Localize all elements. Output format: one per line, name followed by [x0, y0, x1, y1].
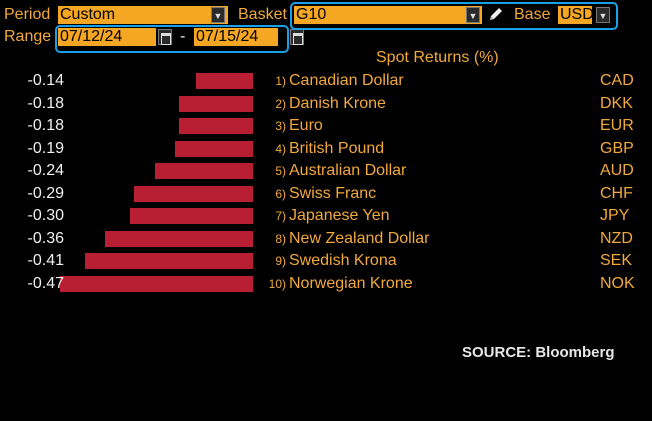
range-start-field[interactable]: 07/12/24	[58, 28, 156, 46]
rank-label: 2)	[275, 96, 286, 111]
base-value: USD	[560, 6, 594, 23]
rank-label: 3)	[275, 119, 286, 133]
rank-label: 1)	[275, 74, 286, 88]
return-value: -0.19	[27, 139, 64, 157]
return-bar-nzd	[105, 230, 253, 247]
return-bar-chf	[134, 185, 253, 202]
return-bar-aud	[154, 163, 253, 179]
range-end-value: 07/15/24	[196, 28, 259, 45]
period-dropdown[interactable]: Custom	[58, 6, 228, 24]
base-dropdown-chevron-icon[interactable]: ▼	[596, 7, 610, 23]
range-start-value: 07/12/24	[60, 28, 123, 45]
currency-code: CAD	[600, 72, 634, 89]
return-value: -0.29	[27, 184, 64, 202]
currency-name[interactable]: Canadian Dollar	[289, 72, 404, 89]
range-start-calendar-icon[interactable]	[158, 29, 172, 45]
currency-name[interactable]: Swiss Franc	[289, 184, 377, 202]
return-bar-jpy	[130, 208, 253, 224]
return-value: -0.14	[27, 72, 64, 89]
return-bar-gbp	[175, 140, 253, 157]
return-value: -0.47	[27, 274, 64, 292]
rank-label: 4)	[275, 141, 286, 156]
basket-label: Basket	[238, 6, 287, 23]
rank-label: 7)	[275, 209, 286, 223]
rank-label: 8)	[275, 231, 286, 246]
basket-base-highlight	[290, 2, 618, 30]
currency-code: EUR	[600, 117, 634, 134]
period-label: Period	[4, 6, 51, 23]
currency-code: AUD	[600, 162, 634, 179]
return-bar-eur	[179, 118, 253, 134]
chart-header: Spot Returns (%)	[376, 49, 499, 66]
currency-name[interactable]: British Pound	[289, 139, 385, 157]
range-end-field[interactable]: 07/15/24	[194, 28, 278, 46]
basket-value: G10	[296, 6, 327, 23]
currency-name[interactable]: New Zealand Dollar	[289, 229, 430, 247]
return-bar-nok	[60, 275, 253, 292]
currency-name[interactable]: Norwegian Krone	[289, 274, 413, 292]
return-value: -0.18	[27, 94, 64, 112]
currency-code: SEK	[600, 252, 633, 269]
return-bar-dkk	[179, 95, 253, 112]
currency-name[interactable]: Euro	[289, 117, 323, 134]
currency-code: JPY	[600, 207, 630, 224]
period-dropdown-chevron-icon[interactable]: ▼	[211, 7, 225, 23]
currency-code: NOK	[600, 274, 635, 292]
return-bar-cad	[195, 73, 253, 89]
source-label: SOURCE: Bloomberg	[462, 344, 615, 361]
edit-pencil-icon[interactable]	[487, 6, 505, 22]
range-label: Range	[4, 28, 52, 45]
currency-name[interactable]: Danish Krone	[289, 94, 386, 112]
currency-code: CHF	[600, 184, 633, 202]
basket-dropdown-chevron-icon[interactable]: ▼	[466, 7, 480, 23]
return-value: -0.41	[27, 252, 64, 269]
period-value: Custom	[60, 6, 116, 23]
currency-code: DKK	[600, 94, 633, 112]
return-value: -0.36	[27, 229, 64, 247]
rank-label: 10)	[268, 276, 286, 291]
base-dropdown[interactable]: USD	[558, 6, 594, 24]
currency-code: NZD	[600, 229, 633, 247]
rank-label: 9)	[275, 254, 286, 268]
basket-dropdown[interactable]: G10	[294, 6, 482, 24]
currency-name[interactable]: Swedish Krona	[289, 252, 397, 269]
base-label: Base	[514, 6, 551, 23]
range-end-calendar-icon[interactable]	[290, 29, 304, 45]
rank-label: 5)	[275, 164, 286, 178]
currency-name[interactable]: Australian Dollar	[289, 162, 407, 179]
range-separator: -	[180, 28, 186, 45]
return-value: -0.24	[27, 162, 64, 179]
currency-code: GBP	[600, 139, 634, 157]
return-bar-sek	[84, 253, 253, 269]
return-value: -0.30	[27, 207, 64, 224]
range-highlight	[55, 25, 289, 53]
currency-name[interactable]: Japanese Yen	[289, 207, 390, 224]
rank-label: 6)	[275, 186, 286, 201]
return-value: -0.18	[27, 117, 64, 134]
